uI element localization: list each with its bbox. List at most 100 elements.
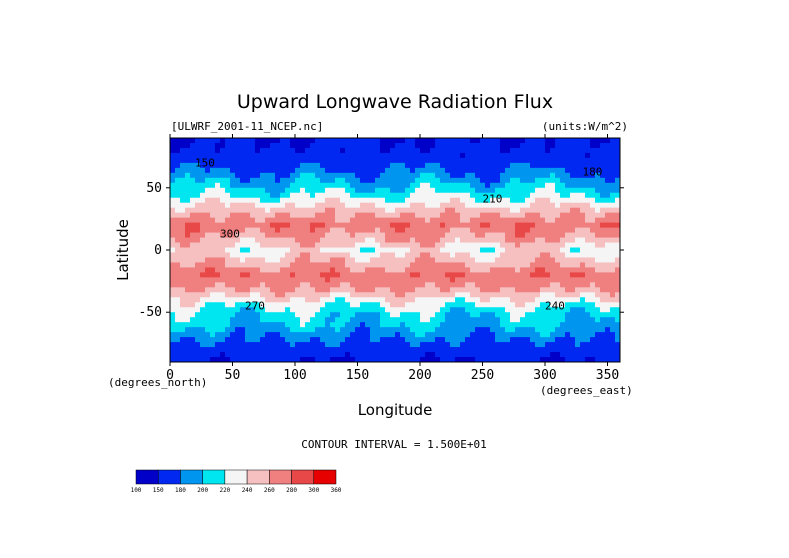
heatmap-cell — [170, 272, 176, 278]
heatmap-cell — [380, 227, 386, 234]
heatmap-cell — [445, 212, 451, 219]
heatmap-cell — [395, 302, 401, 308]
heatmap-cell — [595, 252, 601, 258]
heatmap-cell — [455, 312, 461, 318]
heatmap-cell — [560, 327, 566, 333]
heatmap-cell — [550, 147, 556, 154]
heatmap-cell — [460, 202, 466, 209]
heatmap-cell — [490, 212, 496, 219]
heatmap-cell — [535, 182, 541, 189]
heatmap-cell — [395, 292, 401, 298]
heatmap-cell — [230, 237, 236, 244]
heatmap-cell — [470, 157, 476, 164]
heatmap-cell — [325, 282, 331, 288]
heatmap-cell — [285, 237, 291, 244]
heatmap-cell — [320, 347, 326, 353]
heatmap-cell — [555, 317, 561, 323]
heatmap-cell — [285, 292, 291, 298]
heatmap-cell — [495, 252, 501, 258]
heatmap-cell — [235, 177, 241, 184]
heatmap-cell — [610, 272, 616, 278]
heatmap-cell — [250, 347, 256, 353]
heatmap-cell — [390, 138, 396, 144]
heatmap-cell — [190, 337, 196, 343]
heatmap-cell — [565, 257, 571, 263]
heatmap-cell — [225, 302, 231, 308]
heatmap-cell — [175, 142, 181, 149]
heatmap-cell — [480, 297, 486, 303]
colorbar-swatch — [269, 469, 292, 485]
heatmap-cell — [320, 337, 326, 343]
heatmap-cell — [600, 277, 606, 283]
heatmap-cell — [335, 147, 341, 154]
heatmap-cell — [430, 212, 436, 219]
heatmap-cell — [375, 172, 381, 179]
heatmap-cell — [310, 302, 316, 308]
heatmap-cell — [360, 182, 366, 189]
heatmap-cell — [290, 267, 296, 273]
heatmap-cell — [485, 192, 491, 199]
heatmap-cell — [555, 162, 561, 169]
heatmap-cell — [440, 138, 446, 144]
heatmap-cell — [375, 357, 381, 363]
heatmap-cell — [455, 157, 461, 164]
heatmap-cell — [235, 292, 241, 298]
heatmap-cell — [215, 357, 221, 363]
heatmap-cell — [295, 337, 301, 343]
heatmap-cell — [320, 217, 326, 224]
heatmap-cell — [440, 337, 446, 343]
heatmap-cell — [520, 182, 526, 189]
heatmap-cell — [255, 232, 261, 239]
heatmap-cell — [260, 257, 266, 263]
heatmap-cell — [560, 162, 566, 169]
heatmap-cell — [480, 162, 486, 169]
heatmap-cell — [420, 322, 426, 328]
heatmap-cell — [315, 302, 321, 308]
heatmap-cell — [455, 222, 461, 229]
heatmap-cell — [590, 222, 596, 229]
heatmap-cell — [240, 247, 246, 253]
heatmap-cell — [455, 257, 461, 263]
heatmap-cell — [440, 297, 446, 303]
heatmap-cell — [195, 207, 201, 214]
heatmap-cell — [360, 142, 366, 149]
heatmap-cell — [290, 237, 296, 244]
heatmap-cell — [370, 202, 376, 209]
heatmap-cell — [460, 327, 466, 333]
heatmap-cell — [565, 242, 571, 249]
heatmap-cell — [430, 317, 436, 323]
y-axis-label: Latitude — [114, 219, 132, 281]
heatmap-cell — [455, 152, 461, 159]
heatmap-cell — [385, 217, 391, 224]
heatmap-cell — [430, 342, 436, 348]
heatmap-cell — [575, 267, 581, 273]
heatmap-cell — [420, 138, 426, 144]
heatmap-cell — [570, 307, 576, 313]
heatmap-cell — [445, 282, 451, 288]
heatmap-cell — [465, 177, 471, 184]
heatmap-cell — [425, 242, 431, 249]
heatmap-cell — [210, 332, 216, 338]
heatmap-cell — [280, 357, 286, 363]
heatmap-cell — [170, 172, 176, 179]
heatmap-cell — [285, 207, 291, 214]
heatmap-cell — [605, 162, 611, 169]
heatmap-cell — [340, 257, 346, 263]
heatmap-cell — [435, 202, 441, 209]
heatmap-cell — [505, 332, 511, 338]
heatmap-cell — [310, 317, 316, 323]
heatmap-cell — [445, 247, 451, 253]
heatmap-cell — [285, 267, 291, 273]
heatmap-cell — [560, 262, 566, 268]
heatmap-cell — [330, 222, 336, 229]
heatmap-cell — [340, 157, 346, 164]
heatmap-cell — [495, 302, 501, 308]
heatmap-cell — [435, 192, 441, 199]
heatmap-cell — [415, 182, 421, 189]
heatmap-cell — [550, 347, 556, 353]
heatmap-cell — [550, 292, 556, 298]
heatmap-cell — [290, 217, 296, 224]
heatmap-cell — [515, 302, 521, 308]
heatmap-cell — [220, 207, 226, 214]
heatmap-cell — [565, 312, 571, 318]
